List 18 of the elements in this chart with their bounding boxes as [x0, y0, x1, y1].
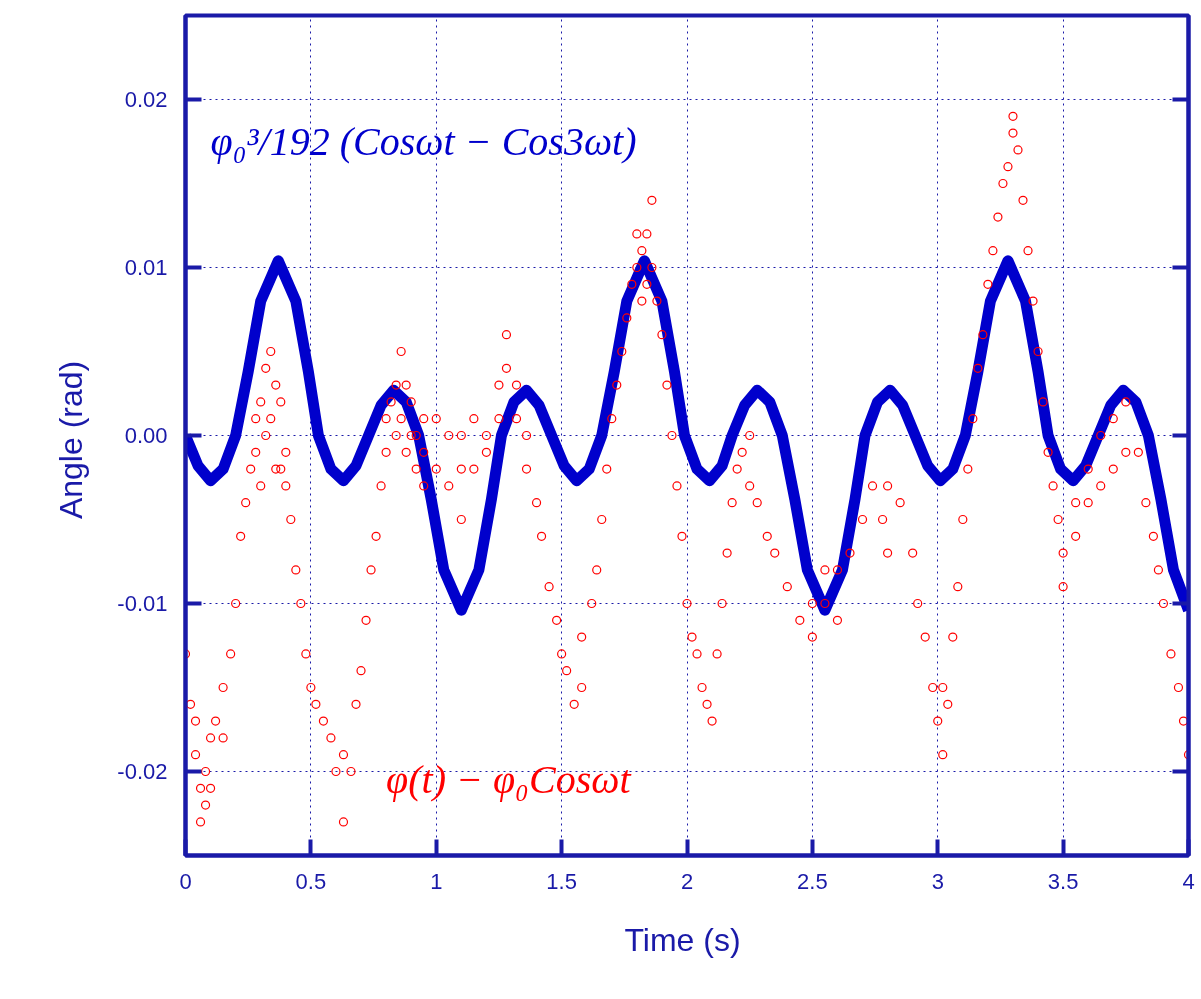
series-label: φ(t) − φ₀Cosωt	[386, 757, 632, 803]
x-tick-label: 0	[179, 868, 192, 894]
x-tick-label: 0.5	[295, 868, 327, 894]
y-tick-label: 0.01	[124, 255, 168, 280]
y-tick-label: -0.02	[117, 759, 168, 784]
y-tick-label: 0.00	[124, 423, 168, 448]
y-axis-title: Angle (rad)	[53, 360, 90, 520]
x-tick-label: 4	[1182, 868, 1195, 894]
x-tick-label: 1.5	[546, 868, 577, 894]
x-tick-label: 2	[680, 868, 694, 894]
x-tick-label: 2.5	[797, 868, 828, 894]
x-axis-title: Time (s)	[624, 921, 741, 958]
text: φ₀³/192 (Cosωt − Cos3ωt)	[210, 119, 637, 164]
x-tick-label: 1	[430, 868, 443, 894]
x-tick-label: 3.5	[1047, 868, 1079, 894]
y-tick-label: -0.01	[117, 591, 168, 616]
y-tick-label: 0.02	[124, 87, 168, 112]
x-tick-label: 3	[931, 868, 944, 894]
